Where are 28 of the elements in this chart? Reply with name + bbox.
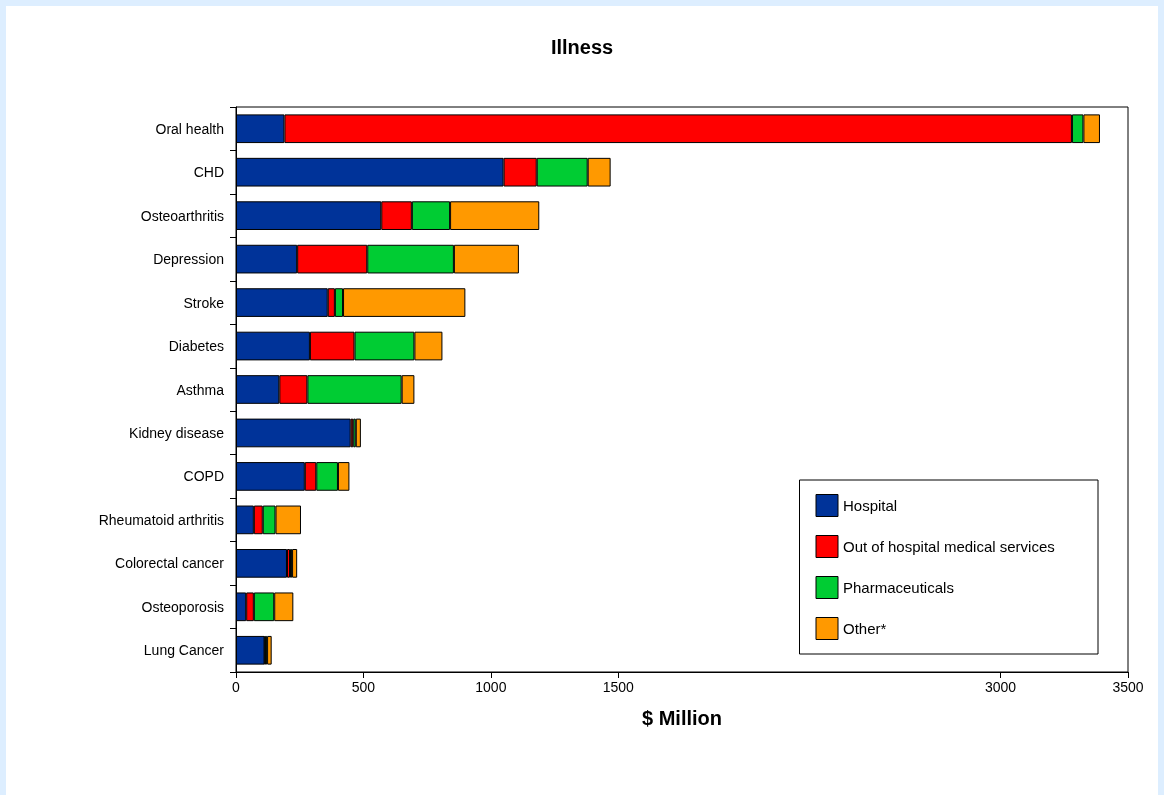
y-tick-label: Asthma bbox=[176, 381, 225, 398]
x-tick-label: 1500 bbox=[602, 679, 635, 695]
x-tick-label: 500 bbox=[351, 679, 376, 695]
y-tick-label: Rheumatoid arthritis bbox=[98, 511, 224, 528]
x-tick-label: 1000 bbox=[475, 679, 507, 695]
y-tick-label: Stroke bbox=[183, 294, 225, 311]
x-tick-label: 3000 bbox=[984, 679, 1017, 695]
x-axis-title: $ Million bbox=[642, 707, 722, 729]
legend-label: Hospital bbox=[843, 497, 898, 514]
bar bbox=[292, 549, 298, 578]
bar bbox=[355, 418, 361, 448]
y-tick-label: Diabetes bbox=[168, 338, 224, 355]
x-tick-label: 0 bbox=[232, 679, 241, 695]
y-tick-label: CHD bbox=[193, 164, 224, 181]
x-tick-label: 3500 bbox=[1112, 679, 1144, 695]
y-tick-label: Lung Cancer bbox=[143, 642, 225, 659]
y-tick-label: Osteoarthritis bbox=[140, 207, 224, 224]
bar bbox=[267, 635, 272, 665]
y-tick-label: Osteoporosis bbox=[141, 598, 224, 615]
y-tick-label: Colorectal cancer bbox=[115, 555, 225, 572]
y-tick-label: COPD bbox=[183, 468, 224, 485]
chart-title: Illness bbox=[550, 36, 614, 58]
legend-label: Out of hospital medical services bbox=[843, 538, 1055, 555]
legend-label: Pharmaceuticals bbox=[843, 579, 954, 596]
y-tick-label: Depression bbox=[153, 251, 224, 268]
y-tick-label: Kidney disease bbox=[129, 424, 225, 441]
legend-label: Other* bbox=[843, 620, 887, 637]
y-tick-label: Oral health bbox=[155, 120, 224, 137]
